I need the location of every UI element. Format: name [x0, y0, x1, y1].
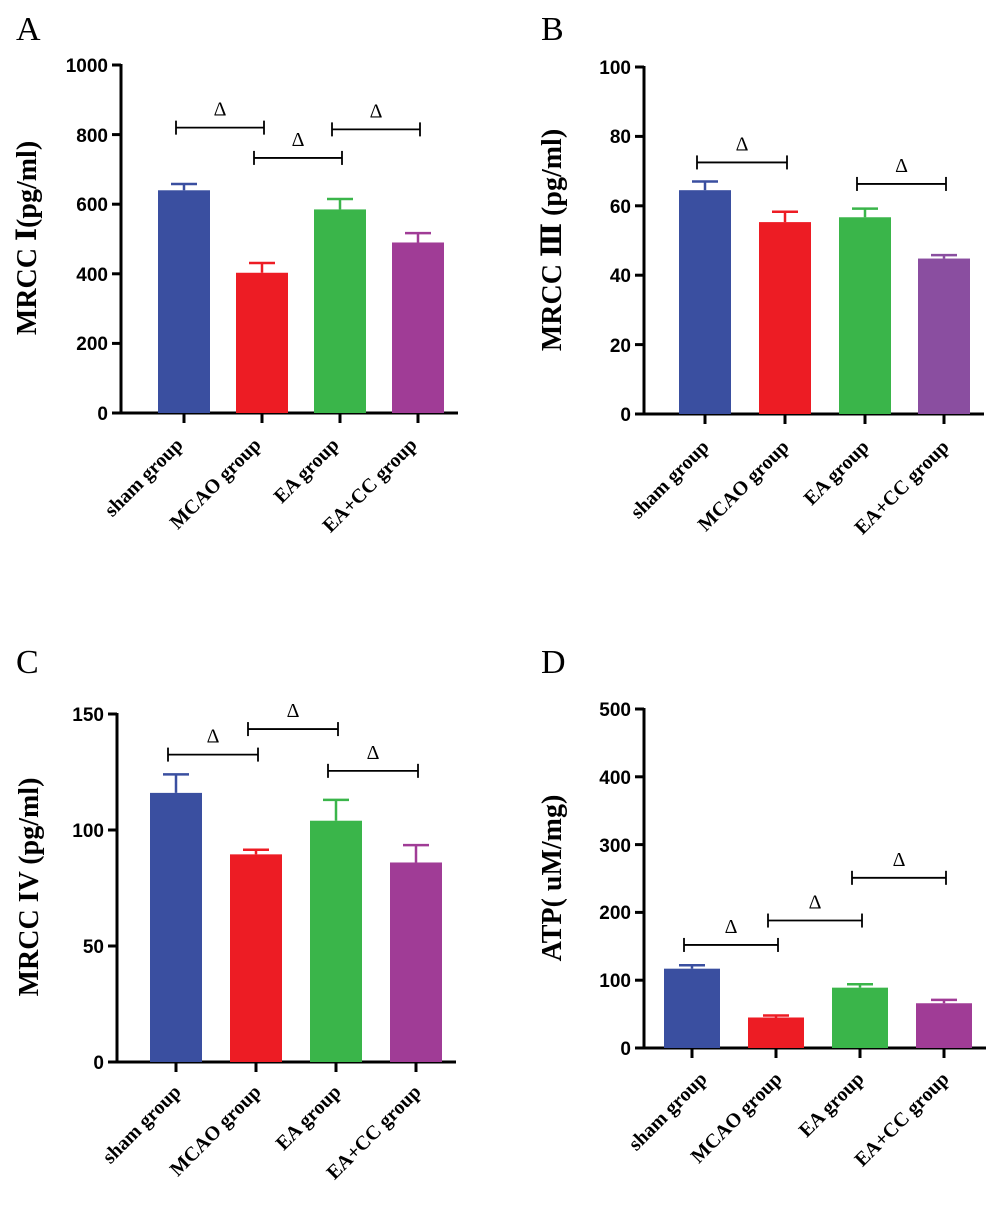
panel-d-y-tick-label: 300: [599, 836, 631, 857]
panel-d-y-tick-label: 0: [620, 1039, 631, 1060]
chart-marks: Δ Δ Δ Δ Δ Δ Δ Δ Δ Δ Δ: [108, 63, 986, 1072]
bar: [150, 792, 202, 1062]
panel-b-category-labels: sham group MCAO group EA group EA+CC gro…: [626, 436, 953, 539]
bar: [679, 190, 731, 414]
panel-c-y-axis-title: MRCC IV (pg/ml): [14, 778, 45, 997]
panel-a-category-label: sham group: [100, 434, 187, 521]
panel-d-letter: D: [541, 644, 566, 681]
bar: [390, 862, 442, 1062]
panel-d-y-tick-labels: 0 100 200 300 400 500: [599, 700, 631, 1060]
panel-d-y-tick-label: 400: [599, 768, 631, 789]
panel-b-y-axis-title: MRCC Ⅲ (pg/ml): [537, 129, 568, 351]
panel-c-y-tick-labels: 0 50 100 150: [72, 705, 104, 1074]
bar: [748, 1017, 804, 1048]
panel-a-y-tick-label: 1000: [66, 56, 108, 77]
panel-b-y-tick-label: 60: [610, 197, 631, 218]
panel-a-y-tick-label: 800: [76, 126, 108, 147]
panel-c-category-label: sham group: [98, 1081, 185, 1168]
panel-d-y-axis-title: ATP( uM/mg): [537, 795, 568, 962]
panel-d-category-labels: sham group MCAO group EA group EA+CC gro…: [624, 1068, 953, 1171]
significance-label: Δ: [287, 700, 300, 722]
panel-a-category-labels: sham group MCAO group EA group EA+CC gro…: [100, 434, 421, 537]
bar: [236, 272, 288, 413]
bar: [759, 222, 811, 414]
panel-b-y-tick-labels: 0 20 40 60 80 100: [599, 58, 631, 426]
significance-label: Δ: [214, 99, 227, 121]
bar: [839, 217, 891, 414]
panel-a-y-axis-title: MRCC Ⅰ(pg/ml): [12, 141, 43, 335]
panel-b: B MRCC Ⅲ (pg/ml) 0 20 40 60 80 100 sham …: [537, 11, 954, 539]
panel-c-y-tick-label: 50: [83, 937, 104, 958]
panel-a-letter: A: [16, 11, 41, 48]
panel-d-y-tick-label: 100: [599, 971, 631, 992]
panel-a-y-tick-label: 200: [76, 334, 108, 355]
panel-c-letter: C: [16, 644, 39, 681]
panel-d: D ATP( uM/mg) 0 100 200 300 400 500 sham…: [537, 644, 954, 1171]
panel-b-y-tick-label: 80: [610, 127, 631, 148]
panel-a-y-tick-label: 0: [97, 404, 108, 425]
bar: [158, 190, 210, 413]
panel-b-y-tick-label: 20: [610, 336, 631, 357]
panel-c-category-label: EA group: [272, 1081, 346, 1155]
panel-b-letter: B: [541, 11, 564, 48]
significance-label: Δ: [292, 129, 305, 151]
panel-c-y-tick-label: 100: [72, 821, 104, 842]
panel-a-y-tick-label: 600: [76, 195, 108, 216]
panel-c: C MRCC IV (pg/ml) 0 50 100 150 sham grou…: [14, 644, 426, 1184]
panel-c-y-tick-label: 0: [93, 1053, 104, 1074]
panel-b-category-label: sham group: [626, 436, 713, 523]
bar: [832, 987, 888, 1048]
bar: [664, 968, 720, 1048]
panel-a-y-tick-labels: 0 200 400 600 800 1000: [66, 56, 108, 425]
bar: [392, 242, 444, 413]
significance-label: Δ: [207, 726, 220, 748]
panel-a-y-tick-label: 400: [76, 265, 108, 286]
panel-d-y-tick-label: 200: [599, 903, 631, 924]
panel-d-category-label: EA group: [795, 1068, 869, 1142]
bar: [918, 258, 970, 414]
panel-b-y-tick-label: 100: [599, 58, 631, 79]
panel-b-y-tick-label: 40: [610, 266, 631, 287]
significance-label: Δ: [809, 892, 822, 914]
significance-label: Δ: [725, 916, 738, 938]
bar: [310, 820, 362, 1062]
significance-label: Δ: [367, 742, 380, 764]
panel-b-y-tick-label: 0: [620, 405, 631, 426]
significance-label: Δ: [895, 155, 908, 177]
panel-b-category-label: EA group: [800, 436, 874, 510]
bar: [314, 209, 366, 413]
panel-a-category-label: EA group: [270, 434, 344, 508]
panel-c-y-tick-label: 150: [72, 705, 104, 726]
bar: [230, 854, 282, 1062]
significance-label: Δ: [370, 100, 383, 122]
panel-c-category-labels: sham group MCAO group EA group EA+CC gro…: [98, 1081, 425, 1184]
panel-d-y-tick-label: 500: [599, 700, 631, 721]
bar: [916, 1003, 972, 1048]
significance-label: Δ: [736, 133, 749, 155]
significance-label: Δ: [893, 849, 906, 871]
